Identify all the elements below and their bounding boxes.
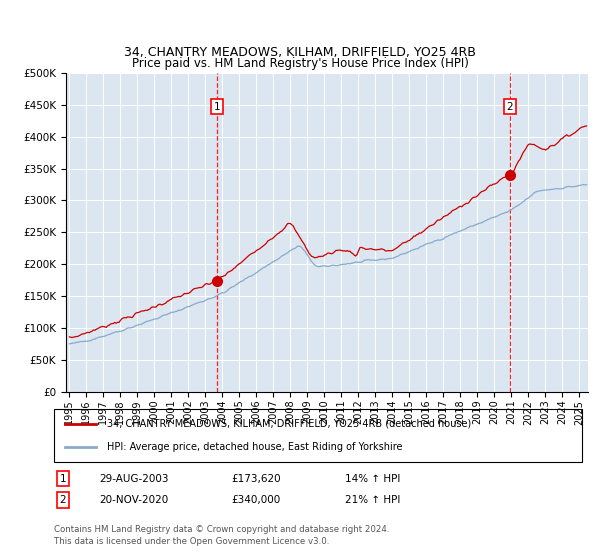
Text: 14% ↑ HPI: 14% ↑ HPI bbox=[345, 474, 400, 484]
Text: 2: 2 bbox=[506, 101, 513, 111]
Text: 34, CHANTRY MEADOWS, KILHAM, DRIFFIELD, YO25 4RB: 34, CHANTRY MEADOWS, KILHAM, DRIFFIELD, … bbox=[124, 46, 476, 59]
Text: 29-AUG-2003: 29-AUG-2003 bbox=[99, 474, 169, 484]
Text: 20-NOV-2020: 20-NOV-2020 bbox=[99, 495, 168, 505]
Text: Contains HM Land Registry data © Crown copyright and database right 2024.
This d: Contains HM Land Registry data © Crown c… bbox=[54, 525, 389, 546]
Text: £173,620: £173,620 bbox=[231, 474, 281, 484]
Text: Price paid vs. HM Land Registry's House Price Index (HPI): Price paid vs. HM Land Registry's House … bbox=[131, 57, 469, 70]
Text: 34, CHANTRY MEADOWS, KILHAM, DRIFFIELD, YO25 4RB (detached house): 34, CHANTRY MEADOWS, KILHAM, DRIFFIELD, … bbox=[107, 419, 471, 429]
Text: 1: 1 bbox=[59, 474, 67, 484]
Text: HPI: Average price, detached house, East Riding of Yorkshire: HPI: Average price, detached house, East… bbox=[107, 442, 403, 452]
Text: £340,000: £340,000 bbox=[231, 495, 280, 505]
Text: 21% ↑ HPI: 21% ↑ HPI bbox=[345, 495, 400, 505]
Text: 2: 2 bbox=[59, 495, 67, 505]
Text: 1: 1 bbox=[214, 101, 220, 111]
